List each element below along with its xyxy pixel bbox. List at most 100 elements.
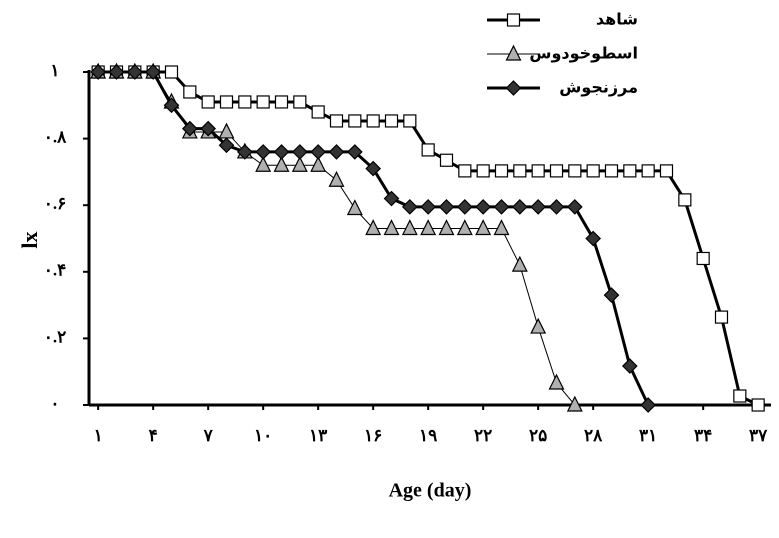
marker	[659, 164, 674, 178]
marker	[366, 114, 380, 128]
marker	[273, 144, 290, 160]
marker	[346, 144, 363, 160]
legend-label: شاهد	[596, 10, 638, 29]
y-tick-label: ۰.۸	[44, 128, 67, 147]
marker	[548, 373, 565, 390]
marker	[200, 120, 217, 137]
y-axis-label: lx	[17, 231, 42, 248]
marker	[219, 95, 234, 109]
marker	[678, 193, 692, 207]
marker	[236, 144, 253, 160]
marker	[585, 230, 602, 247]
marker	[293, 95, 307, 109]
x-tick-label: ۴	[149, 426, 158, 445]
marker	[530, 199, 547, 215]
marker	[401, 219, 418, 236]
x-tick-label: ۲۲	[474, 426, 492, 445]
marker	[218, 137, 235, 154]
marker	[421, 143, 435, 157]
x-tick-label: ۳۷	[749, 426, 768, 445]
marker	[733, 389, 747, 403]
marker	[348, 114, 362, 128]
x-tick-label: ۲۵	[529, 426, 547, 445]
marker	[255, 155, 272, 172]
marker	[506, 13, 521, 27]
marker	[401, 199, 418, 215]
legend-label: اسطوخودوس	[529, 44, 638, 63]
marker	[256, 95, 270, 109]
marker	[328, 170, 345, 187]
marker	[365, 160, 382, 177]
marker	[566, 395, 583, 412]
marker	[291, 155, 308, 172]
marker	[604, 164, 619, 178]
y-tick-label: ۰.۴	[44, 261, 67, 280]
x-tick-label: ۱۹	[419, 426, 437, 445]
marker	[696, 251, 710, 266]
marker	[475, 199, 492, 215]
x-tick-label: ۱	[94, 426, 103, 445]
marker	[566, 199, 583, 215]
marker	[476, 164, 490, 178]
marker	[511, 255, 528, 272]
y-tick-label: ۰	[50, 394, 59, 413]
marker	[513, 164, 527, 178]
x-tick-label: ۱۶	[364, 426, 382, 445]
marker	[420, 219, 437, 236]
marker	[403, 114, 417, 128]
marker	[531, 164, 545, 178]
marker	[439, 153, 454, 167]
marker	[274, 95, 289, 109]
marker	[548, 199, 565, 215]
x-axis-label: Age (day)	[389, 480, 472, 502]
marker	[201, 95, 215, 109]
marker	[586, 164, 600, 178]
marker	[383, 219, 400, 236]
marker	[493, 199, 510, 215]
marker	[530, 317, 547, 334]
marker	[603, 287, 620, 303]
marker	[438, 199, 455, 215]
marker	[255, 144, 272, 160]
marker	[164, 65, 179, 79]
marker	[714, 310, 729, 324]
marker	[291, 144, 308, 160]
marker	[218, 122, 235, 139]
marker	[456, 199, 473, 215]
marker	[549, 164, 564, 178]
marker	[90, 64, 107, 80]
marker	[438, 219, 455, 236]
marker	[505, 80, 522, 96]
x-tick-label: ۷	[203, 426, 214, 445]
marker	[108, 64, 125, 80]
marker	[163, 97, 180, 114]
marker	[511, 199, 528, 215]
y-tick-label: ۰.۲	[44, 327, 67, 346]
marker	[328, 144, 345, 160]
marker	[365, 219, 382, 236]
marker	[346, 199, 363, 216]
marker	[505, 44, 522, 61]
y-tick-label: ۰.۶	[44, 194, 67, 213]
marker	[493, 219, 510, 236]
legend-label: مرزنجوش	[559, 78, 638, 97]
marker	[621, 358, 638, 374]
x-tick-label: ۱۰	[254, 426, 272, 445]
marker	[126, 64, 143, 80]
x-tick-label: ۳۴	[694, 426, 712, 445]
marker	[238, 95, 252, 109]
marker	[310, 144, 327, 160]
marker	[310, 155, 327, 172]
marker	[383, 190, 400, 207]
marker	[329, 114, 344, 128]
y-tick-label: ۱	[50, 61, 59, 80]
marker	[183, 85, 197, 99]
x-tick-label: ۲۸	[584, 426, 603, 445]
marker	[273, 155, 290, 172]
marker	[458, 164, 472, 178]
series-line	[98, 70, 759, 407]
marker	[475, 219, 492, 236]
marker	[384, 114, 399, 128]
marker	[623, 164, 637, 178]
